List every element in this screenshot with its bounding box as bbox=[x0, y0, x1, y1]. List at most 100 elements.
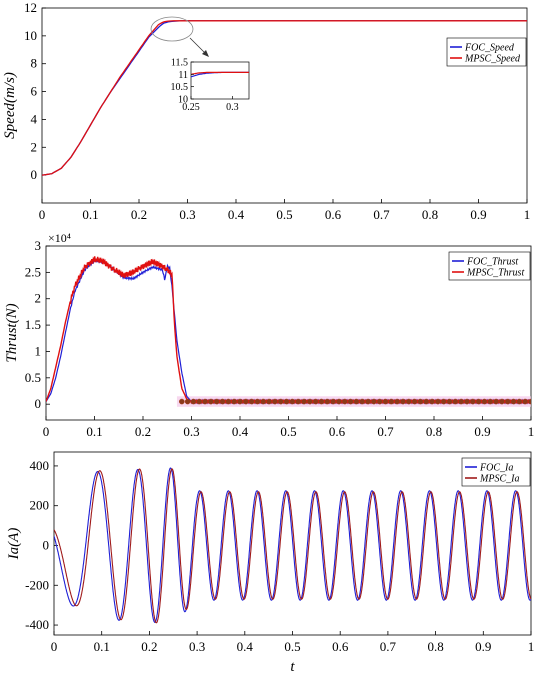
ripple-marker bbox=[487, 398, 494, 405]
x-tick-label: 0.2 bbox=[141, 639, 157, 654]
ripple-marker bbox=[382, 398, 389, 405]
legend-entry: FOC_Ia bbox=[479, 463, 513, 474]
y-tick-label: -400 bbox=[25, 617, 49, 632]
y-tick-label: 0 bbox=[35, 396, 42, 411]
ripple-marker bbox=[318, 398, 325, 405]
ripple-marker bbox=[458, 398, 464, 405]
ripple-marker bbox=[283, 398, 290, 405]
legend-entry: FOC_Speed bbox=[464, 43, 515, 54]
x-tick-label: 0.1 bbox=[82, 207, 98, 222]
inset-y-tick-label: 10 bbox=[178, 95, 188, 106]
x-tick-label: 1 bbox=[528, 424, 535, 439]
y-tick-label: 8 bbox=[31, 56, 38, 71]
ripple-marker bbox=[423, 398, 430, 405]
ripple-marker bbox=[184, 398, 191, 405]
x-tick-label: 0.9 bbox=[474, 424, 490, 439]
y-tick-label: 0.5 bbox=[25, 370, 41, 385]
y-tick-label: -200 bbox=[25, 577, 49, 592]
ripple-marker bbox=[307, 398, 313, 405]
x-tick-label: 0 bbox=[39, 207, 46, 222]
ripple-marker bbox=[266, 398, 272, 405]
ripple-marker bbox=[440, 398, 447, 405]
x-tick-label: 0 bbox=[51, 639, 58, 654]
series-line-MPSC_Speed bbox=[41, 20, 527, 176]
series-line-MPSC_Ia bbox=[54, 468, 531, 624]
ripple-marker bbox=[388, 398, 395, 405]
ripple-marker bbox=[178, 398, 185, 405]
series-line-FOC_Ia bbox=[54, 467, 531, 623]
inset-series-line-MPSC_Speed bbox=[191, 71, 249, 75]
y-tick-label: 10 bbox=[24, 28, 37, 43]
ripple-marker bbox=[504, 398, 511, 405]
legend-entry: FOC_Thrust bbox=[466, 257, 518, 268]
ripple-marker bbox=[324, 398, 331, 405]
x-tick-label: 1 bbox=[528, 639, 535, 654]
ripple-marker bbox=[365, 398, 371, 405]
x-tick-label: 0.6 bbox=[329, 424, 346, 439]
y-axis-label: Ia(A) bbox=[6, 528, 22, 561]
legend-entry: MPSC_Speed bbox=[464, 54, 521, 65]
ripple-marker bbox=[190, 398, 197, 405]
ripple-marker bbox=[435, 398, 441, 405]
ripple-marker bbox=[312, 398, 319, 405]
x-tick-label: 0.9 bbox=[470, 207, 486, 222]
y-tick-label: 12 bbox=[24, 0, 37, 15]
ripple-marker bbox=[493, 398, 499, 405]
legend-box bbox=[446, 37, 527, 67]
x-tick-label: 0.7 bbox=[373, 207, 390, 222]
speed-panel: 0 0.1 0.2 0.3 0.4 0.5 0.6 0.7 0.8 0.9 1024681012Sp… bbox=[2, 0, 530, 222]
x-tick-label: 0.7 bbox=[377, 424, 394, 439]
ripple-marker bbox=[376, 398, 383, 405]
x-tick-label: 0.6 bbox=[325, 207, 342, 222]
ripple-marker bbox=[336, 398, 342, 405]
ripple-marker bbox=[405, 398, 412, 405]
zoom-arrow bbox=[189, 37, 207, 55]
x-tick-label: 0.2 bbox=[131, 207, 147, 222]
y-exponent-label: ×10⁴ bbox=[48, 231, 71, 245]
ripple-marker bbox=[301, 398, 307, 405]
ripple-marker bbox=[260, 398, 267, 405]
y-tick-label: 3 bbox=[35, 238, 42, 253]
x-tick-label: 0.9 bbox=[475, 639, 491, 654]
ripple-marker bbox=[469, 398, 476, 405]
ripple-marker bbox=[446, 398, 453, 405]
ripple-marker bbox=[452, 398, 459, 405]
x-tick-label: 0 bbox=[43, 424, 50, 439]
ripple-marker bbox=[341, 398, 348, 405]
ripple-marker bbox=[353, 398, 360, 405]
zoom-ellipse bbox=[150, 16, 194, 42]
x-tick-label: 0.3 bbox=[183, 424, 199, 439]
plot-frame bbox=[41, 7, 528, 204]
ripple-marker bbox=[400, 398, 406, 405]
ripple-marker bbox=[510, 398, 517, 405]
y-axis-label: Speed(m/s) bbox=[2, 72, 18, 139]
ripple-marker bbox=[330, 398, 336, 405]
ripple-marker bbox=[202, 398, 208, 405]
y-tick-label: 6 bbox=[31, 84, 38, 99]
x-tick-label: 0.4 bbox=[228, 207, 245, 222]
x-axis-label: t bbox=[290, 659, 295, 675]
legend-entry: MPSC_Ia bbox=[479, 474, 519, 485]
inset-frame bbox=[190, 61, 250, 100]
ripple-marker bbox=[248, 398, 255, 405]
zoom-arrowhead bbox=[202, 50, 209, 57]
x-tick-label: 1 bbox=[524, 207, 531, 222]
y-tick-label: 2 bbox=[31, 139, 38, 154]
current-panel: 0 0.1 0.2 0.3 0.4 0.5 0.6 0.7 0.8 0.9 1 -400 -200 0 20… bbox=[6, 451, 535, 675]
y-tick-label: 1 bbox=[35, 343, 42, 358]
inset-x-tick-label: 0.25 bbox=[182, 102, 200, 113]
inset-y-tick-label: 11 bbox=[178, 70, 188, 81]
ripple-marker bbox=[528, 398, 531, 405]
ripple-marker bbox=[213, 398, 220, 405]
y-axis-label: Thrust(N) bbox=[4, 303, 20, 362]
x-tick-label: 0.5 bbox=[280, 424, 296, 439]
legend-box bbox=[448, 251, 531, 281]
x-tick-label: 0.8 bbox=[422, 207, 438, 222]
inset-y-tick-label: 10.5 bbox=[171, 82, 189, 93]
ripple-marker bbox=[411, 398, 418, 405]
ripple-marker bbox=[295, 398, 302, 405]
ripple-marker bbox=[237, 398, 243, 405]
ripple-marker bbox=[289, 398, 296, 405]
legend-box bbox=[461, 457, 531, 487]
